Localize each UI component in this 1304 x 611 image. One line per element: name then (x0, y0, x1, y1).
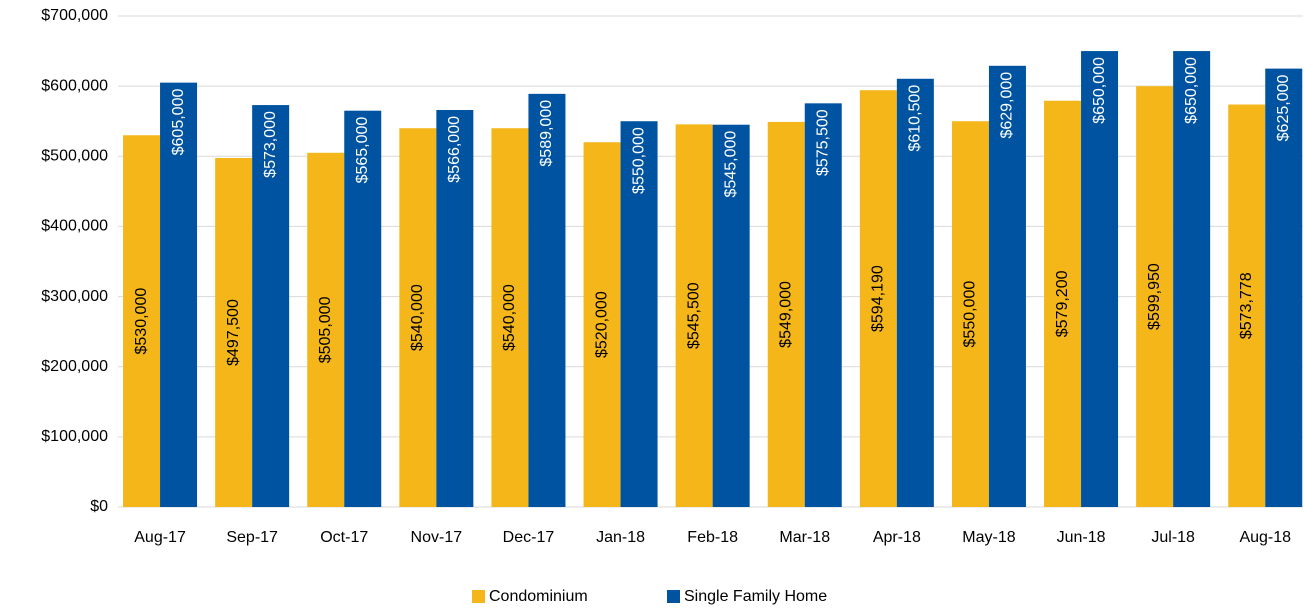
x-tick-label: Oct-17 (320, 529, 368, 546)
data-label: $566,000 (446, 116, 463, 183)
data-label: $599,950 (1146, 263, 1163, 330)
x-tick-label: Aug-18 (1239, 529, 1291, 546)
x-tick-label: Dec-17 (503, 529, 555, 546)
x-tick-label: Mar-18 (779, 529, 830, 546)
data-label: $575,500 (814, 109, 831, 176)
data-label: $550,000 (630, 127, 647, 194)
y-tick-label: $400,000 (41, 218, 108, 235)
data-label: $629,000 (999, 72, 1016, 139)
bar (307, 152, 345, 507)
x-tick-label: Jan-18 (596, 529, 645, 546)
data-label: $530,000 (133, 288, 150, 355)
bar (1228, 104, 1266, 508)
y-tick-label: $600,000 (41, 77, 108, 94)
data-label: $540,000 (501, 284, 518, 351)
data-label: $573,778 (1238, 272, 1255, 339)
x-tick-label: Apr-18 (873, 529, 921, 546)
bar (951, 121, 989, 507)
y-tick-label: $500,000 (41, 148, 108, 165)
data-label: $540,000 (409, 284, 426, 351)
data-label: $550,000 (962, 281, 979, 348)
bar (252, 105, 290, 508)
bar (675, 124, 713, 507)
legend-label: Single Family Home (684, 588, 827, 605)
bar (1265, 68, 1303, 507)
data-label: $545,500 (685, 282, 702, 349)
x-tick-label: Jun-18 (1057, 529, 1106, 546)
data-label: $565,000 (354, 117, 371, 184)
y-tick-label: $700,000 (41, 7, 108, 24)
bar (896, 78, 934, 507)
bar (712, 124, 750, 507)
bar (988, 65, 1026, 508)
bar (1081, 51, 1119, 507)
data-label: $520,000 (593, 291, 610, 358)
data-label: $549,000 (777, 281, 794, 348)
x-tick-label: May-18 (962, 529, 1015, 546)
data-label: $497,500 (225, 299, 242, 366)
bar (804, 103, 842, 508)
data-label: $610,500 (907, 85, 924, 152)
bar (1173, 51, 1211, 507)
data-label: $594,190 (870, 265, 887, 332)
bar (859, 90, 897, 508)
bar (344, 110, 382, 507)
bar (160, 82, 198, 507)
x-tick-label: Aug-17 (134, 529, 186, 546)
x-tick-label: Nov-17 (411, 529, 463, 546)
bar (528, 93, 566, 507)
data-label: $579,200 (1054, 270, 1071, 337)
bar (620, 121, 658, 507)
bar (1136, 86, 1174, 508)
data-label: $650,000 (1183, 57, 1200, 124)
bar (123, 135, 161, 507)
x-tick-label: Sep-17 (226, 529, 278, 546)
bar (767, 121, 805, 507)
y-tick-label: $0 (90, 498, 108, 515)
data-label: $650,000 (1091, 57, 1108, 124)
bar (1044, 100, 1082, 507)
legend-label: Condominium (489, 588, 588, 605)
data-label: $589,000 (538, 100, 555, 167)
y-tick-label: $100,000 (41, 428, 108, 445)
data-label: $605,000 (170, 89, 187, 156)
bar (491, 128, 529, 507)
data-label: $545,000 (722, 131, 739, 198)
x-tick-label: Jul-18 (1151, 529, 1195, 546)
legend-swatch (667, 590, 680, 603)
y-tick-label: $300,000 (41, 288, 108, 305)
bar (215, 158, 253, 507)
bar (436, 109, 474, 508)
x-tick-label: Feb-18 (687, 529, 738, 546)
bar (399, 128, 437, 507)
y-tick-label: $200,000 (41, 358, 108, 375)
data-label: $625,000 (1275, 75, 1292, 142)
data-label: $505,000 (317, 296, 334, 363)
data-label: $573,000 (262, 111, 279, 178)
legend-swatch (472, 590, 485, 603)
bar (583, 142, 621, 507)
